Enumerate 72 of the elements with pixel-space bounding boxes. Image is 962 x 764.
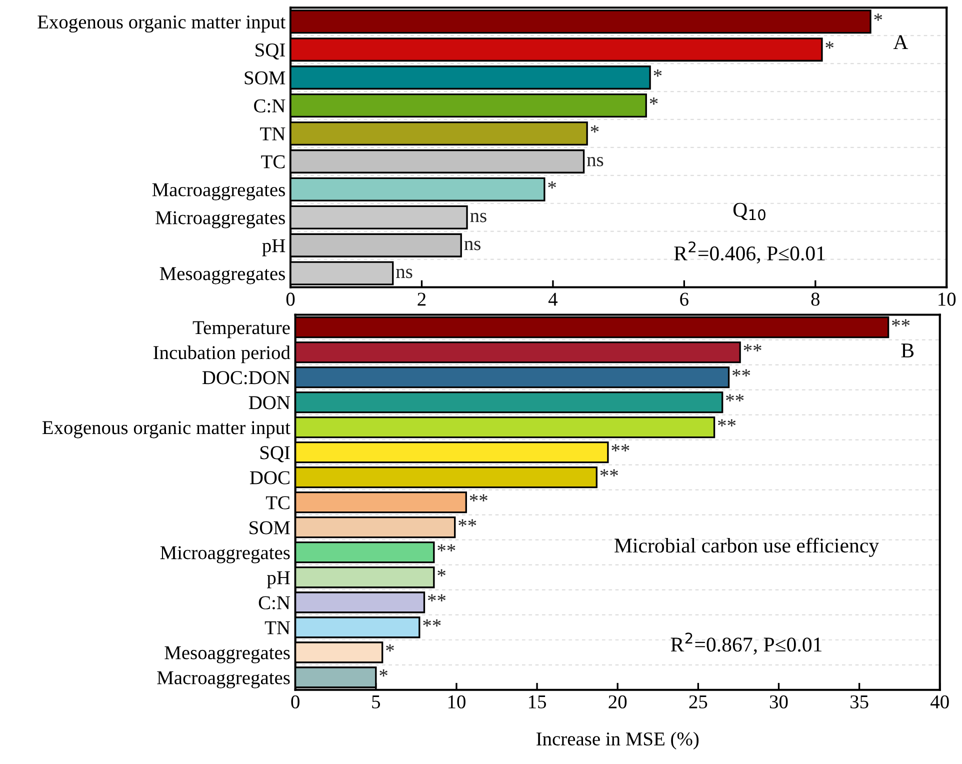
y-tick-label: Macroaggregates (157, 671, 290, 688)
data-label: ** (458, 519, 476, 526)
data-label: ** (438, 544, 456, 552)
data-label: ns (464, 240, 480, 250)
data-label: * (386, 644, 394, 652)
x-tick-label: 30 (770, 695, 788, 708)
y-tick-label: TC (261, 155, 285, 168)
y-tick-label: Microaggregates (160, 546, 290, 564)
annotation: Microbial carbon use efficiency (614, 538, 879, 557)
data-label: ns (470, 212, 486, 222)
x-tick-label: 0 (286, 292, 295, 306)
data-label: ns (396, 268, 412, 278)
y-tick-label: pH (262, 239, 286, 256)
annotation: R$^{2}$=0.406, P≤0.01 (674, 241, 825, 264)
y-tick-label: Temperature (192, 321, 290, 338)
data-label: ** (718, 419, 736, 426)
data-label: * (548, 181, 556, 188)
annotation: A (893, 35, 908, 49)
y-tick-label: TC (266, 496, 290, 510)
x-tick-label: 5 (372, 696, 380, 708)
data-label: * (438, 569, 446, 576)
data-label: * (874, 14, 882, 21)
y-tick-label: Incubation period (153, 346, 290, 364)
data-label: ** (600, 469, 618, 476)
x-tick-label: 25 (689, 695, 708, 708)
y-tick-label: C:N (258, 596, 290, 610)
data-label: ** (892, 319, 910, 326)
x-tick-label: 0 (291, 695, 300, 708)
data-label: * (380, 669, 388, 676)
y-tick-label: Mesoaggregates (160, 267, 285, 284)
y-tick-label: pH (267, 571, 290, 588)
x-tick-label: 10 (938, 292, 956, 306)
data-label: ** (744, 344, 762, 352)
y-tick-label: DON (248, 396, 290, 410)
x-tick-label: 4 (548, 292, 558, 306)
y-tick-label: SOM (244, 71, 286, 84)
data-label: ** (612, 444, 630, 452)
x-tick-label: 10 (448, 695, 466, 708)
x-tick-label: 6 (680, 292, 688, 306)
data-label: * (826, 42, 834, 49)
data-label: * (654, 69, 662, 77)
y-tick-label: TN (260, 127, 286, 140)
x-tick-label: 35 (850, 695, 868, 708)
x-axis-title: Increase in MSE (%) (536, 732, 699, 750)
y-tick-label: SOM (250, 521, 290, 534)
x-tick-label: 15 (529, 695, 546, 708)
data-label: ** (423, 619, 441, 626)
x-tick-label: 40 (930, 695, 949, 708)
annotation: Q$_{10}$ (733, 202, 766, 220)
data-label: ** (428, 594, 446, 602)
annotation: R$^{2}$=0.867, P≤0.01 (670, 632, 822, 655)
y-tick-label: TN (264, 621, 290, 634)
y-tick-label: DOC:DON (202, 371, 290, 384)
x-tick-label: 2 (418, 292, 426, 306)
y-tick-label: C:N (254, 99, 286, 113)
y-tick-label: Microaggregates (156, 211, 285, 228)
data-label: ns (587, 156, 604, 166)
data-label: ** (732, 369, 750, 376)
x-tick-label: 8 (811, 292, 820, 306)
y-tick-label: Exogenous organic matter input (42, 421, 290, 438)
data-label: * (590, 125, 599, 133)
y-tick-label: Macroaggregates (152, 183, 285, 200)
data-label: ** (726, 394, 744, 402)
data-label: * (650, 97, 658, 105)
y-tick-label: Mesoaggregates (164, 646, 290, 664)
annotation: B (901, 344, 914, 358)
y-tick-label: SQI (260, 446, 290, 462)
x-tick-label: 20 (608, 695, 627, 708)
y-tick-label: Exogenous organic matter input (38, 15, 286, 33)
y-tick-label: SQI (256, 43, 285, 60)
data-label: ** (470, 494, 488, 502)
y-tick-label: DOC (250, 471, 290, 484)
